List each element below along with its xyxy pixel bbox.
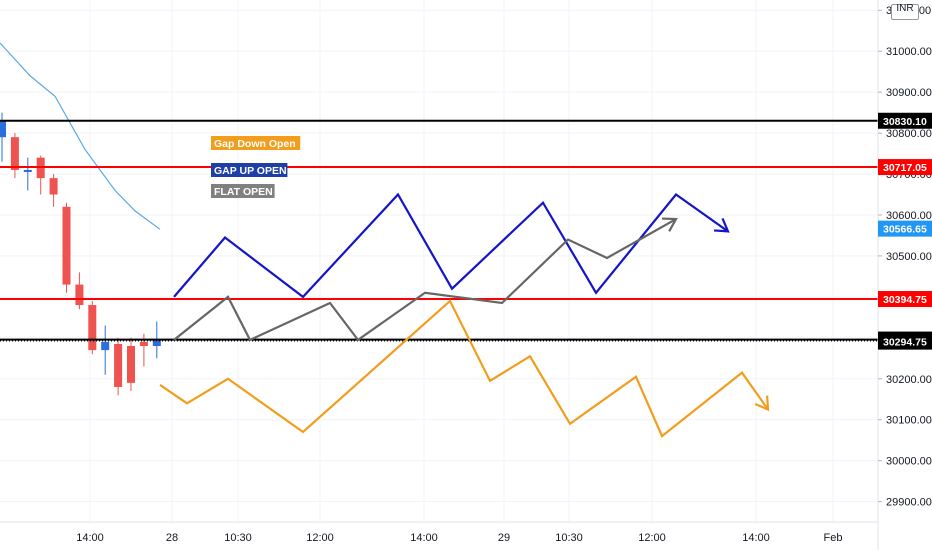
time-tick-label: 10:30 [224, 532, 252, 544]
price-tick-label: 30600.00 [886, 210, 932, 222]
price-tick-label: 30800.00 [886, 128, 932, 140]
candle-body [139, 341, 148, 347]
projection-path [173, 192, 729, 299]
price-tick-label: 30900.00 [886, 87, 932, 99]
time-tick-label: Feb [824, 532, 843, 544]
candle-body [127, 346, 135, 383]
price-badge-label: 30566.65 [883, 224, 927, 236]
price-badge-label: 30394.75 [883, 294, 927, 306]
projection-arrowhead [713, 218, 730, 233]
time-tick-label: 28 [166, 532, 178, 544]
legend-label-bg [211, 184, 275, 198]
projection-arrowhead [754, 395, 770, 412]
time-tick-label: 10:30 [555, 532, 583, 544]
price-tick-label: 30500.00 [886, 251, 932, 263]
candle-body [88, 305, 97, 351]
time-tick-label: 12:00 [638, 532, 666, 544]
price-badge [878, 333, 932, 350]
legend-label: GAP UP OPEN [214, 165, 287, 177]
ma-line [0, 42, 161, 230]
grid [0, 0, 878, 522]
price-badge [878, 220, 932, 237]
price-tick-label: 30000.00 [886, 456, 932, 468]
legend-label: Gap Down Open [214, 138, 296, 150]
candles [0, 112, 161, 396]
moving-average-line [0, 42, 161, 230]
legend-label: FLAT OPEN [214, 186, 273, 198]
price-badge-label: 30830.10 [883, 116, 927, 128]
price-badge [878, 159, 932, 176]
projection-path [159, 299, 769, 438]
price-tick-label: 30100.00 [886, 415, 932, 427]
candle-body [62, 206, 71, 285]
projection-arrowhead [661, 217, 678, 232]
currency-label[interactable]: INR [891, 4, 919, 20]
price-badge-label: 30294.75 [883, 337, 927, 349]
time-tick-label: 14:00 [76, 532, 104, 544]
time-tick-label: 14:00 [742, 532, 770, 544]
projection-paths [159, 192, 770, 438]
candle-body [152, 339, 161, 347]
horizontal-levels [0, 119, 878, 342]
candle-body [75, 284, 84, 306]
time-tick-label: 14:00 [410, 532, 438, 544]
price-tick-label: 30200.00 [886, 374, 932, 386]
candle-body [10, 137, 19, 170]
legend-label-bg [211, 136, 301, 150]
price-badges: 30830.1030717.0530394.7530295.7530566.65… [878, 112, 932, 350]
candle-body [0, 120, 6, 138]
candle-body [114, 343, 123, 387]
candle-body [23, 169, 32, 172]
time-tick-label: 29 [498, 532, 510, 544]
candle-body [101, 341, 110, 351]
legend: Gap Down Open GAP UP OPEN FLAT OPEN [211, 136, 301, 198]
time-axis[interactable]: 14:00 28 10:30 12:00 14:00 29 10:30 12:00 14:00 F… [76, 532, 842, 544]
time-tick-label: 12:00 [306, 532, 334, 544]
projection-path [173, 218, 677, 342]
price-badge [878, 112, 932, 129]
price-tick-label: 29900.00 [886, 497, 932, 509]
price-badge-label: 30717.05 [883, 162, 927, 174]
price-badge [878, 291, 932, 308]
legend-label-bg [211, 163, 288, 177]
price-tick-label: 31000.00 [886, 46, 932, 58]
candle-body [49, 178, 58, 195]
